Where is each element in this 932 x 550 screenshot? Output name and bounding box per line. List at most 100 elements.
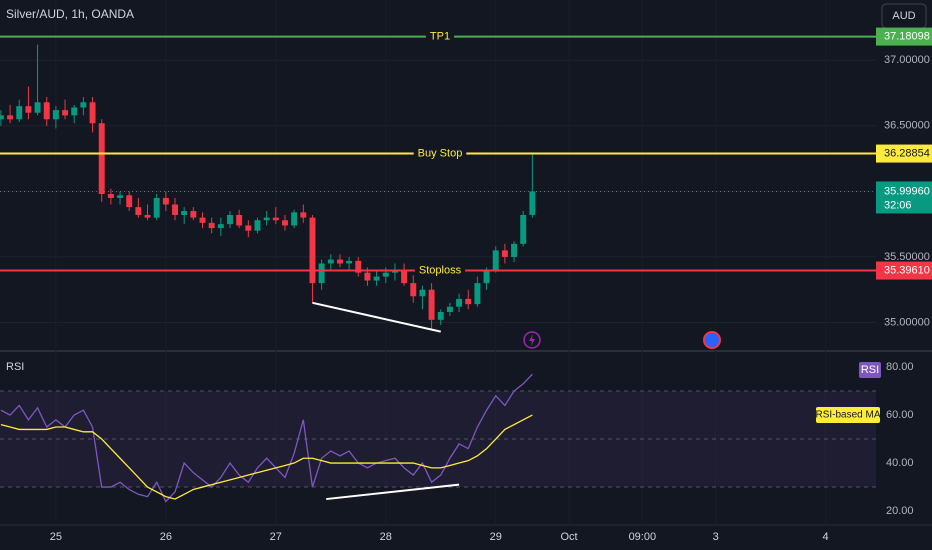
x-tick-label: 4 [823,531,829,543]
x-tick-label: Oct [560,531,577,543]
candle-body [373,276,380,281]
candle-body [254,220,261,231]
candle-body [520,214,527,244]
candle-body [355,260,362,273]
candle-body [263,217,270,221]
candle-body [474,283,481,305]
y-tick-label: 35.50000 [884,251,930,263]
candle-body [34,102,41,113]
level-price-label: 37.18098 [884,30,930,42]
candle-body [501,250,508,257]
rsi-pane-title: RSI [6,361,24,373]
level-name-bg [413,145,467,162]
y-tick-label: 36.50000 [884,120,930,132]
rsi-divergence-line [326,483,460,501]
candle-body [80,102,87,108]
x-tick-label: 09:00 [629,531,657,543]
candle-body [428,289,435,320]
candle-body [236,214,243,226]
candle-body [465,298,472,305]
candle-body [126,195,133,208]
current-price-label: 35.99960 [884,185,930,197]
candle-body [217,224,224,229]
rsi-tick-label: 60.00 [886,409,914,421]
candle-body [529,191,536,215]
candle-body [318,263,325,284]
candle-body [309,217,316,284]
candle-body [181,211,188,215]
candle-body [7,115,14,120]
candle-body [437,311,444,320]
x-tick-label: 29 [490,531,502,543]
candle-body [272,217,279,221]
level-name: Buy Stop [418,147,463,159]
rsi-line [0,414,533,500]
level-price-label: 35.39610 [884,264,930,276]
y-tick-label: 35.00000 [884,316,930,328]
candle-body [227,214,233,225]
candle-body [43,102,50,120]
x-tick-label: 28 [380,531,392,543]
candle-body [492,250,499,271]
level-name-bg [425,28,455,45]
currency-label[interactable]: AUD [892,10,915,22]
candle-body [107,194,114,198]
candle-body [162,197,169,205]
candle-body [0,115,4,120]
candle-body [291,212,298,226]
candle-body [25,106,32,113]
rsi-tick-label: 80.00 [886,361,914,373]
candle-body [208,222,215,229]
candle-body [300,212,307,218]
candle-body [117,195,124,198]
rsi-badge-label: RSI [861,364,879,376]
ma-badge-label: RSI-based MA [815,410,880,421]
chart-title: Silver/AUD, 1h, OANDA [6,7,134,21]
x-tick-label: 26 [160,531,172,543]
lightning-icon [529,334,535,346]
countdown-label: 32:06 [884,199,912,211]
rsi-badge [859,362,881,378]
candle-body [245,225,252,231]
candle-body [483,270,490,284]
level-name: TP1 [430,30,450,42]
ma-badge [816,407,880,424]
candle-body [16,106,23,120]
candle-body [446,306,453,312]
candle-body [71,107,78,116]
candle-body [327,259,334,264]
current-price-box [876,181,932,214]
y-tick-label: 37.00000 [884,54,930,66]
candle-body [364,272,371,281]
level-name: Stoploss [419,264,462,276]
x-tick-label: 27 [270,531,282,543]
candle-body [190,211,197,218]
level-price-label: 36.28854 [884,147,930,159]
candle-body [382,272,389,277]
level-price-box [876,144,932,163]
candle-body [511,243,518,257]
x-tick-label: 3 [713,531,719,543]
economic-event-icon[interactable] [703,331,721,349]
candle-body [336,259,343,264]
divergence-line [312,301,441,333]
level-name-bg [414,262,466,279]
candle-body [172,204,178,215]
rsi-tick-label: 20.00 [886,505,914,517]
candle-body [135,207,142,215]
candle-body [410,283,417,297]
candle-body [401,270,408,284]
x-tick-label: 25 [50,531,62,543]
candle-body [419,289,426,297]
level-price-box [876,261,932,280]
candle-body [199,217,206,223]
candle-body [346,260,353,264]
candle-body [144,214,151,218]
candle-body [52,110,59,120]
rsi-tick-label: 40.00 [886,457,914,469]
candle-body [98,123,105,195]
candle-body [456,298,463,307]
